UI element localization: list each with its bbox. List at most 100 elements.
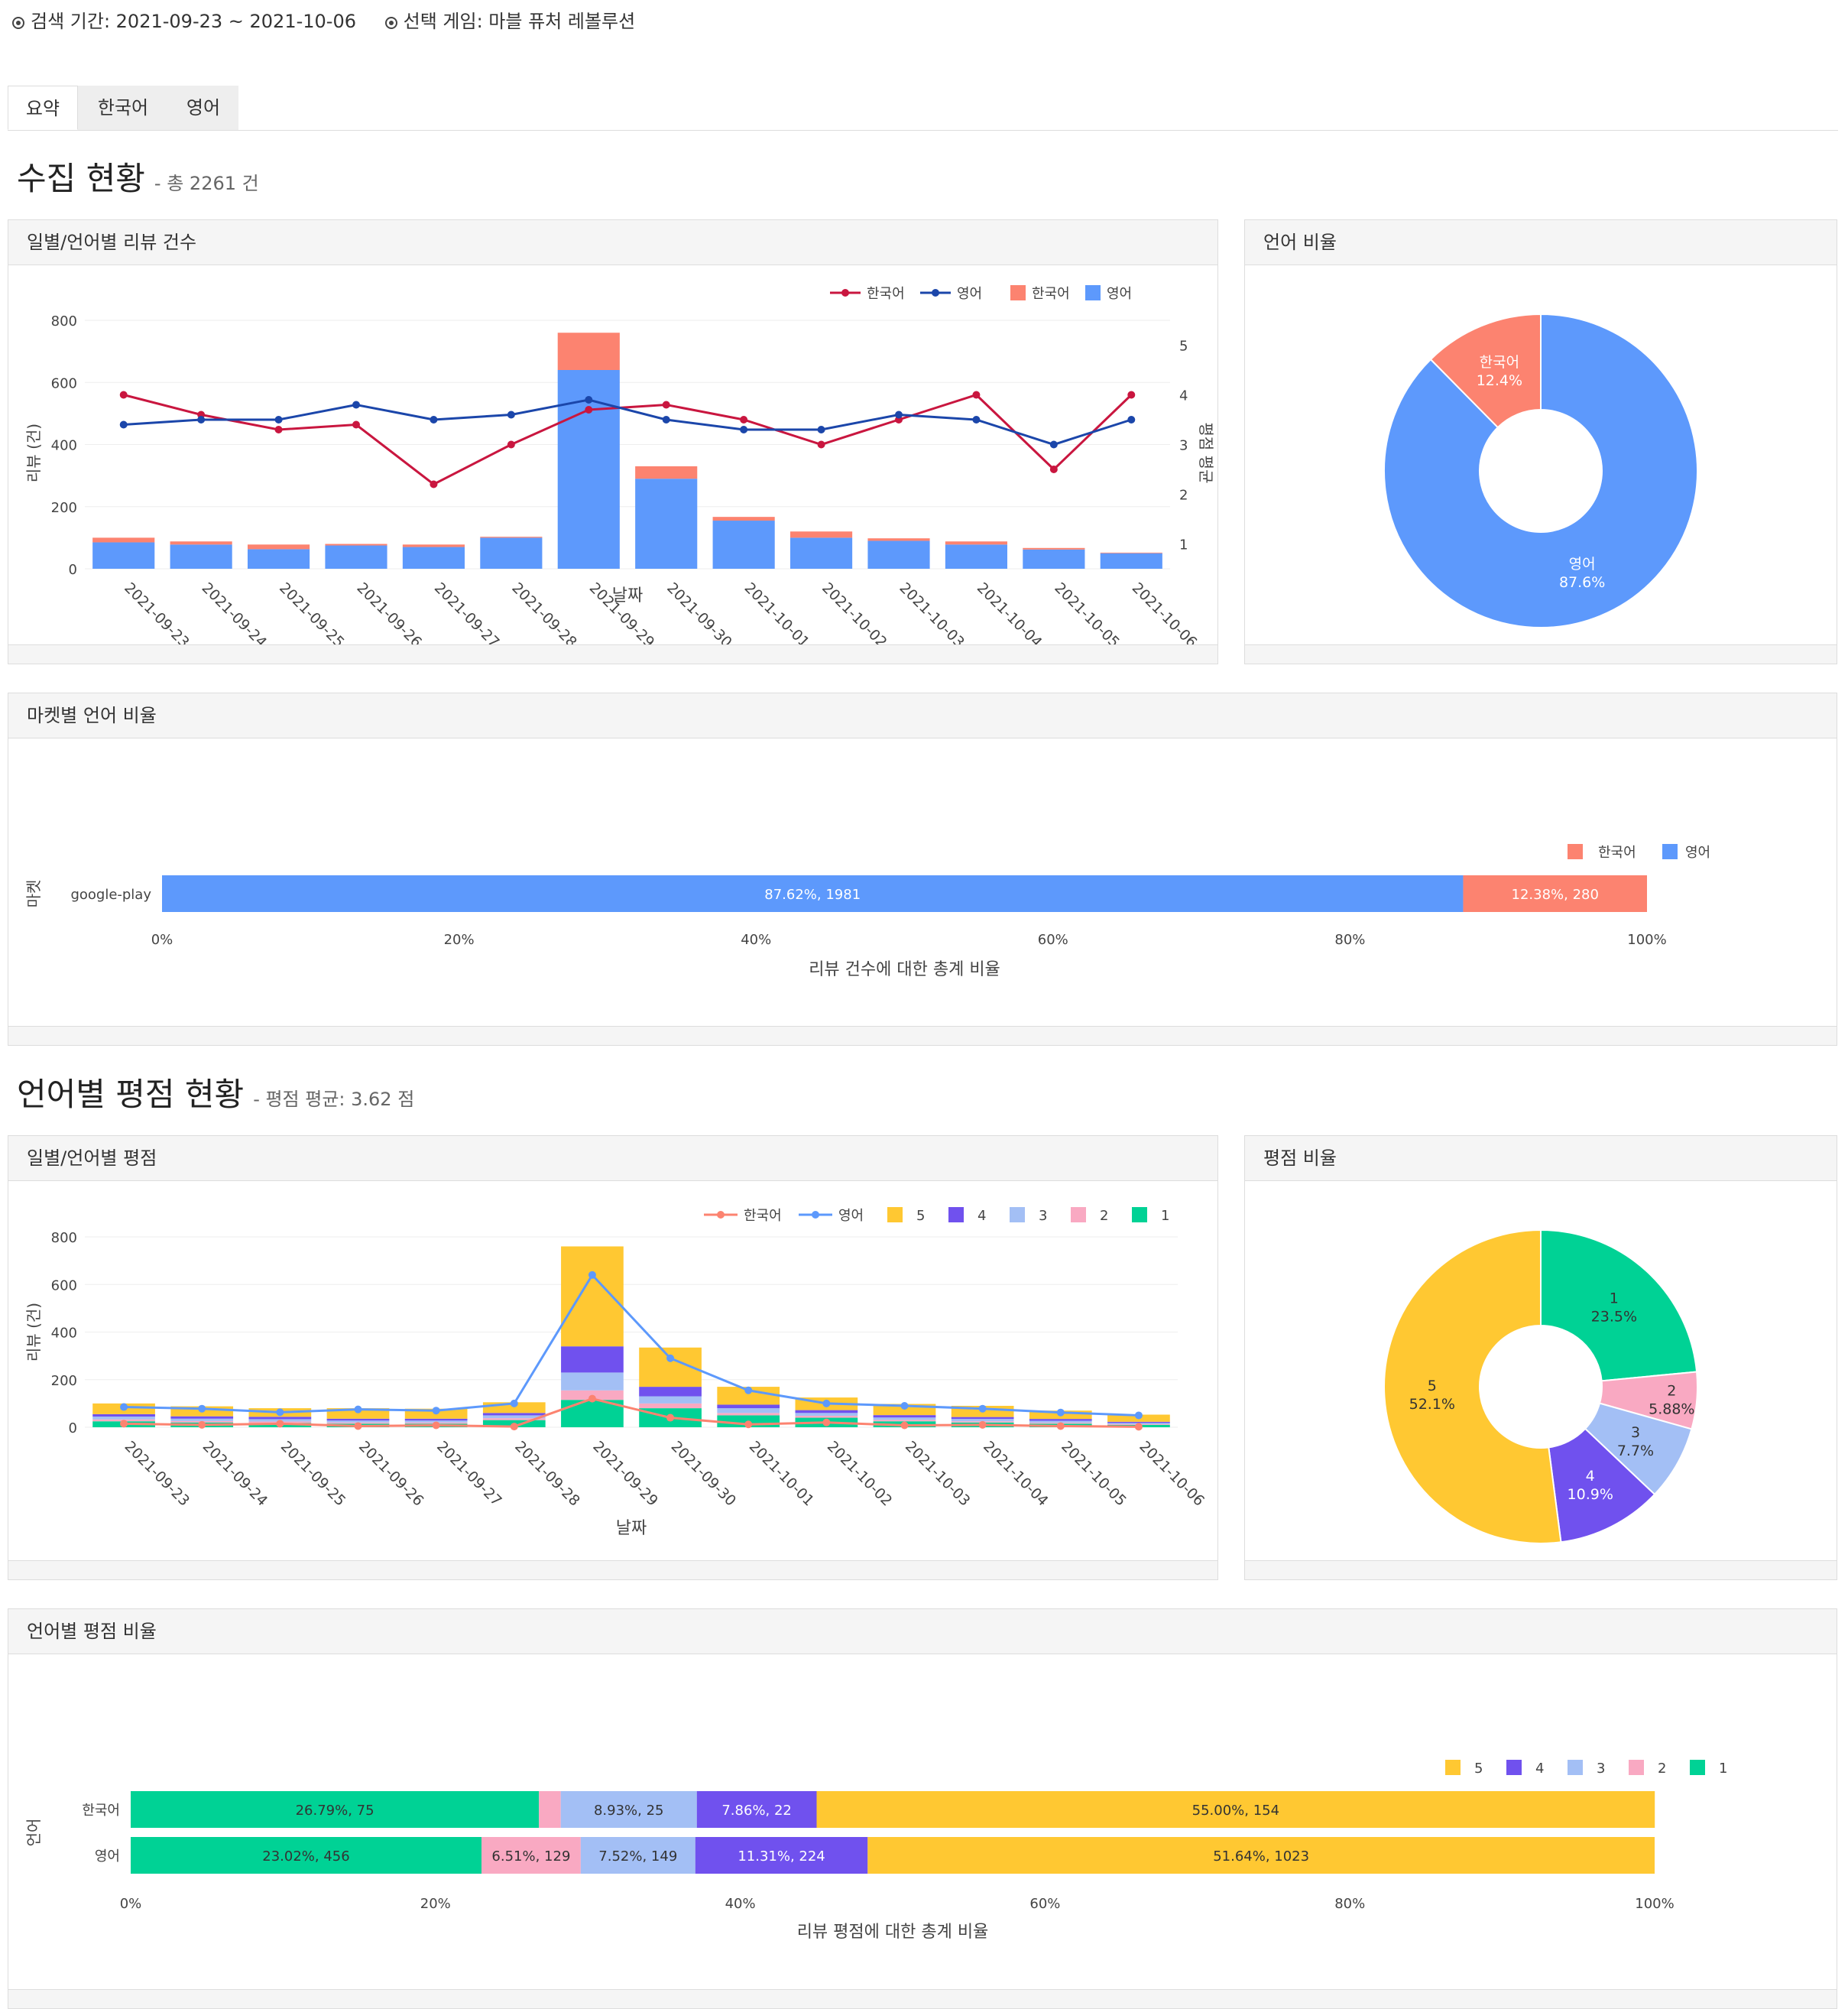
legend-label: 2	[1100, 1208, 1108, 1224]
line-english-point	[978, 1404, 987, 1413]
y-tick-label: 영어	[95, 1848, 120, 1865]
y-tick-label: 한국어	[82, 1803, 120, 1819]
x-axis-label: 날짜	[616, 1519, 647, 1538]
legend-swatch	[887, 1207, 903, 1222]
bar-rating-3	[639, 1396, 702, 1404]
legend-label: 2	[1658, 1761, 1666, 1777]
line-english-point	[352, 401, 360, 409]
line-english-point	[119, 420, 128, 429]
x-tick-label: 2021-09-26	[355, 1438, 427, 1510]
line-korean-point	[1127, 391, 1136, 399]
bar-rating-3	[580, 1837, 695, 1874]
bar-rating-2	[717, 1413, 780, 1416]
radio-icon	[384, 17, 397, 29]
panel-footer	[8, 644, 1217, 664]
bar-rating-4	[326, 1418, 390, 1421]
bar-rating-4	[482, 1413, 546, 1416]
x-tick-label: 2021-09-29	[589, 1438, 661, 1510]
market-ratio-chart: 87.62%, 1981 12.38%, 280 google-play 0% 20% 4…	[24, 844, 1710, 979]
line-korean-point	[585, 406, 593, 414]
slice-value: 87.6%	[1559, 574, 1605, 591]
legend-label: 4	[1535, 1761, 1544, 1777]
slice-label: 1	[1610, 1290, 1619, 1307]
x-tick-label: 0%	[151, 932, 173, 948]
bar-english	[945, 544, 1007, 569]
section-collection-title: 수집 현황 - 총 2261 건	[17, 153, 259, 200]
line-english-point	[354, 1405, 362, 1413]
line-korean-point	[430, 480, 438, 488]
line-english	[123, 398, 1132, 446]
tab-summary[interactable]: 요약	[8, 86, 78, 130]
line-english-point	[666, 1354, 675, 1362]
line-korean-point	[900, 1421, 909, 1430]
legend-label: 5	[916, 1208, 925, 1224]
bar-english	[162, 875, 1464, 912]
bar-rating-3	[92, 1416, 155, 1420]
bar-rating-5	[816, 1791, 1655, 1828]
legend-swatch	[1662, 844, 1678, 859]
slice-value: 10.9%	[1568, 1486, 1613, 1503]
bar-label: 7.52%, 149	[598, 1848, 677, 1865]
bar-rating-4	[1029, 1419, 1092, 1421]
bar-korean	[1463, 875, 1647, 912]
bar-rating-3	[873, 1417, 936, 1420]
legend-marker	[812, 1211, 819, 1219]
y-tick-label: 600	[51, 1277, 77, 1293]
bar-label: 55.00%, 154	[1192, 1803, 1279, 1819]
panel-language-ratio: 언어 비율 영어 87.6% 한국어 12.4%	[1244, 219, 1837, 664]
bar-korean	[635, 466, 698, 479]
bar-rating-1	[131, 1791, 540, 1828]
bar-korean	[790, 531, 853, 538]
bar-english	[1100, 553, 1162, 569]
slice-value: 5.88%	[1649, 1400, 1694, 1417]
x-tick-label: 20%	[444, 932, 475, 948]
x-tick-label: 80%	[1334, 1896, 1365, 1912]
bar-label: 6.51%, 129	[491, 1848, 570, 1865]
line-korean	[124, 1397, 1139, 1428]
legend-swatch	[1010, 285, 1026, 300]
x-tick-label: 2021-10-05	[1058, 1438, 1130, 1510]
x-tick-label: 2021-09-25	[277, 1438, 349, 1510]
line-english-point	[510, 1399, 518, 1407]
y-tick-label: google-play	[70, 887, 151, 903]
x-tick-label: 0%	[120, 1896, 142, 1912]
line-english-point	[432, 1407, 440, 1415]
section-rating-title: 언어별 평점 현황 - 평점 평균: 3.62 점	[17, 1069, 414, 1115]
line-korean-point	[432, 1421, 440, 1430]
bar-label: 23.02%, 456	[262, 1848, 349, 1865]
slice-value: 23.5%	[1591, 1309, 1637, 1326]
bar-rating-3	[560, 1791, 697, 1828]
bar-rating-2	[482, 1418, 546, 1420]
line-english-point	[900, 1401, 909, 1410]
line-korean-point	[822, 1418, 831, 1426]
line-english-point	[197, 416, 206, 424]
panel-footer	[1245, 644, 1837, 664]
line-english-point	[972, 416, 981, 424]
bar-rating-2	[539, 1791, 561, 1828]
legend-swatch	[1085, 285, 1101, 300]
line-english-point	[1134, 1411, 1143, 1420]
x-tick-label: 2021-10-03	[902, 1438, 974, 1510]
x-tick-label: 2021-09-28	[508, 579, 580, 645]
legend-swatch	[1568, 844, 1583, 859]
legend-label: 한국어	[1598, 845, 1636, 861]
line-english-point	[1127, 416, 1136, 424]
line-korean	[123, 393, 1133, 486]
x-tick-label: 60%	[1038, 932, 1068, 948]
bar-korean	[402, 544, 465, 547]
legend-label: 3	[1039, 1208, 1047, 1224]
panel-footer	[8, 1560, 1217, 1579]
slice-rating-1	[1540, 1228, 1698, 1382]
panel-title: 평점 비율	[1245, 1136, 1837, 1181]
legend-marker	[717, 1211, 725, 1219]
bar-korean	[92, 537, 155, 543]
slice-label: 영어	[1569, 556, 1596, 573]
tab-english[interactable]: 영어	[168, 86, 238, 130]
x-tick-label: 2021-09-28	[511, 1438, 583, 1510]
slice-value: 12.4%	[1477, 372, 1522, 389]
bar-korean	[170, 541, 232, 545]
panel-footer	[8, 1989, 1837, 2008]
line-english-point	[822, 1399, 831, 1407]
tab-korean[interactable]: 한국어	[78, 86, 168, 130]
